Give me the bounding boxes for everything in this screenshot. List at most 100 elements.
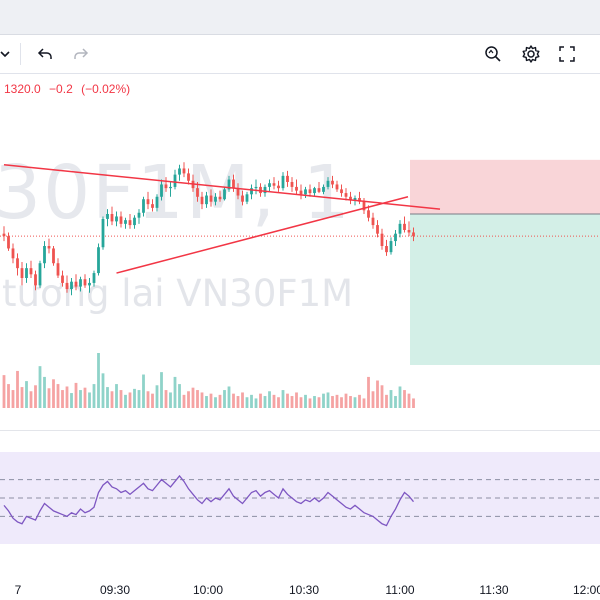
candle-body (403, 223, 406, 230)
quick-search-icon[interactable] (480, 41, 506, 67)
undo-icon[interactable] (32, 41, 58, 67)
volume-bar (16, 370, 19, 408)
volume-bar (142, 374, 145, 408)
volume-bar (223, 390, 226, 408)
volume-bar (182, 394, 186, 408)
candle-body (227, 179, 231, 190)
candle-body (7, 236, 10, 249)
candle-body (2, 233, 6, 237)
candle-body (209, 195, 213, 202)
candle-body (322, 186, 325, 192)
candle-body (263, 186, 267, 194)
volume-bar (101, 373, 105, 408)
trendline-lower (116, 196, 409, 274)
volume-bar (128, 392, 132, 408)
volume-bar (313, 396, 316, 408)
candle-body (407, 230, 411, 233)
candle-body (101, 218, 105, 248)
candle-body (133, 217, 136, 226)
fullscreen-icon[interactable] (554, 41, 580, 67)
volume-bar (367, 376, 370, 408)
volume-bar (308, 398, 312, 408)
time-axis: 7 09:30 10:00 10:30 11:00 11:30 12:00 (0, 565, 600, 600)
volume-bar (169, 392, 172, 408)
symbol-watermark: 30F1M, 1 (0, 150, 352, 236)
volume-bar (115, 384, 118, 408)
candle-body (353, 198, 357, 201)
candle-body (65, 282, 69, 290)
volume-bar (205, 396, 208, 408)
candle-body (349, 196, 352, 201)
volume-bar (133, 388, 136, 408)
pane-separator (0, 430, 600, 431)
candle-body (272, 183, 276, 186)
candle-body (317, 188, 321, 192)
volume-bar (43, 376, 46, 408)
candle-body (52, 248, 55, 264)
candle-body (340, 189, 343, 194)
candle-body (97, 247, 100, 274)
candle-body (182, 168, 186, 174)
volume-bar (61, 390, 64, 408)
volume-bar (70, 393, 73, 408)
volume-bar (371, 391, 375, 408)
volume-bar (38, 366, 42, 408)
volume-bar (106, 387, 109, 408)
volume-bar (389, 390, 393, 408)
volume-bar (25, 381, 28, 408)
candle-body (290, 182, 294, 187)
candle-body (250, 188, 253, 195)
candle-body (146, 199, 150, 205)
candle-body (25, 268, 28, 278)
candle-body (394, 233, 397, 242)
volume-bar (178, 384, 181, 408)
candle-body (119, 216, 123, 224)
candle-body (367, 210, 370, 218)
candle-body (245, 194, 249, 202)
candle-body (232, 179, 235, 189)
candle-body (218, 196, 222, 200)
redo-icon[interactable] (68, 41, 94, 67)
candle-body (196, 188, 199, 197)
volume-bar (353, 397, 357, 408)
toolbar-separator (20, 43, 21, 65)
candle-body (259, 186, 262, 194)
legend-close-value: 1320.0 (4, 82, 41, 96)
volume-bar (11, 390, 15, 408)
volume-bar (380, 385, 384, 408)
volume-bar (79, 390, 82, 408)
take-profit-zone (410, 214, 600, 365)
volume-bar (358, 394, 361, 408)
candle-body (106, 214, 109, 219)
candle-body (83, 279, 87, 286)
candle-body (295, 186, 298, 191)
volume-bar (335, 394, 339, 408)
volume-bar (349, 396, 352, 408)
candle-body (380, 233, 384, 246)
legend-change-percent: (−0.02%) (81, 82, 131, 96)
candle-body (164, 184, 168, 189)
candle-body (47, 246, 51, 249)
candle-body (412, 232, 415, 237)
volume-bar (92, 384, 96, 408)
volume-bar (146, 391, 150, 408)
candle-body (56, 263, 60, 276)
volume-bar (151, 393, 154, 408)
volume-bar (52, 379, 55, 408)
volume-bar (290, 396, 294, 408)
volume-bar (403, 390, 406, 408)
candle-body (142, 199, 145, 213)
legend-change-value: −0.2 (49, 82, 73, 96)
volume-bar (398, 386, 402, 408)
volume-bar (254, 398, 258, 408)
interval-chevron-down-icon[interactable] (0, 41, 18, 67)
volume-bar (344, 393, 348, 408)
volume-bar (209, 393, 213, 408)
volume-bar (29, 391, 33, 408)
candle-body (335, 184, 339, 190)
settings-gear-icon[interactable] (518, 41, 544, 67)
candle-body (29, 268, 33, 275)
candle-body (344, 193, 348, 197)
candle-body (398, 223, 402, 234)
